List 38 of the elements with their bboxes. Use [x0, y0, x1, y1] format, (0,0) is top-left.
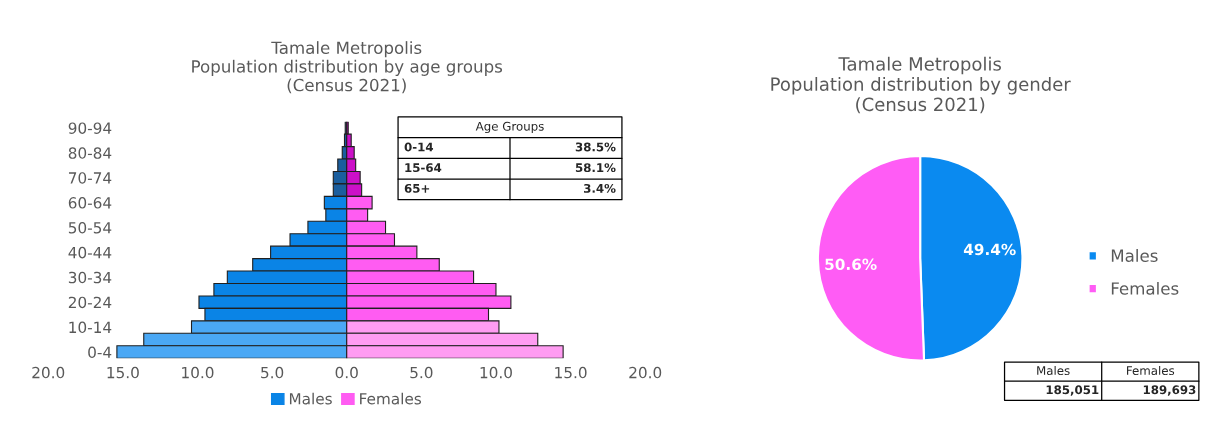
- y-tick-label: 80-84: [68, 147, 112, 159]
- y-tick-label: 20-24: [68, 296, 112, 309]
- x-tick-label: 10.0: [182, 366, 214, 379]
- annotation: 0-14: [404, 142, 434, 152]
- annotation: 3.4%: [584, 183, 616, 193]
- y-tick-label: 0-4: [88, 346, 112, 358]
- data-label: 49.4%: [963, 243, 1016, 256]
- x-tick-label: 20.0: [32, 366, 65, 379]
- annotation: 65+: [404, 183, 430, 193]
- annotation: 38.5%: [575, 142, 616, 152]
- x-tick-label: 5.0: [410, 366, 433, 379]
- chart-title: Tamale Metropolis Population distribution by gender (Census 2021): [771, 56, 1071, 114]
- y-tick-label: 50-54: [68, 221, 112, 234]
- legend-label: Males: [289, 392, 332, 405]
- legend-label: Males: [1111, 249, 1158, 262]
- x-tick-label: 20.0: [629, 366, 662, 379]
- text: 189,693: [1143, 385, 1196, 396]
- y-tick-label: 90-94: [68, 122, 112, 134]
- x-tick-label: 15.0: [107, 366, 139, 379]
- x-tick-label: 15.0: [555, 366, 587, 379]
- x-tick-label: 0.0: [335, 366, 358, 379]
- x-tick-label: 5.0: [261, 366, 284, 379]
- text: 185,051: [1046, 385, 1099, 396]
- chart-title: Tamale Metropolis Population distribution by age groups (Census 2021): [192, 41, 503, 94]
- y-tick-label: 60-64: [68, 197, 112, 209]
- y-tick-label: 70-74: [68, 172, 112, 184]
- y-tick-label: 30-34: [68, 271, 112, 284]
- legend-label: Females: [1111, 281, 1179, 295]
- y-tick-label: 10-14: [69, 321, 112, 334]
- x-tick-label: 10.0: [480, 366, 512, 379]
- y-tick-label: 40-44: [68, 246, 112, 259]
- text: Males: [1037, 365, 1070, 376]
- annotation: Age Groups: [475, 121, 544, 134]
- legend-label: Females: [360, 392, 422, 405]
- data-label: 50.6%: [825, 258, 877, 271]
- text: Females: [1127, 365, 1175, 376]
- annotation: 58.1%: [575, 163, 616, 173]
- annotation: 15-64: [405, 163, 442, 173]
